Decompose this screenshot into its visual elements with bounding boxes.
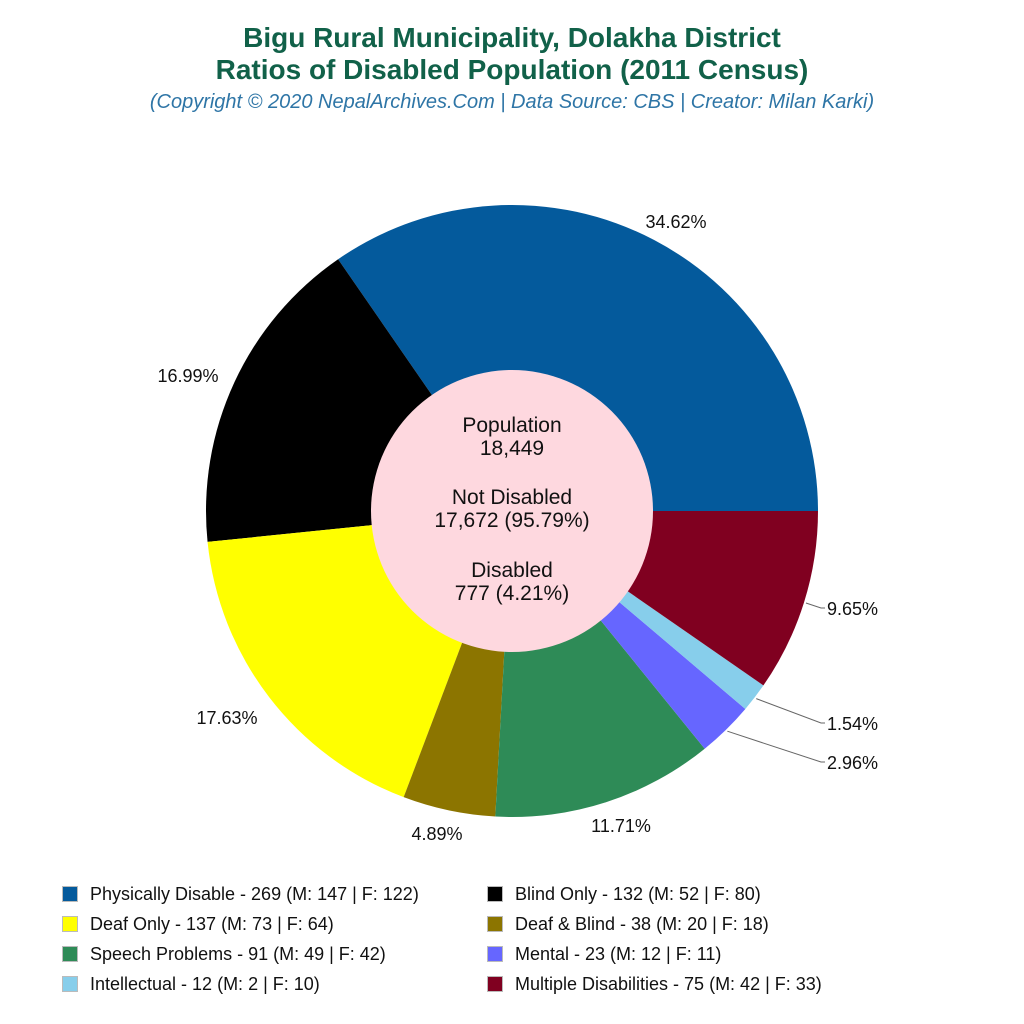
legend-label: Intellectual - 12 (M: 2 | F: 10) xyxy=(90,973,320,994)
population-label: Population xyxy=(462,414,562,437)
legend-item-intellectual: Intellectual - 12 (M: 2 | F: 10) xyxy=(62,972,320,996)
slice-percent-label: 1.54% xyxy=(827,714,878,734)
legend-label: Blind Only - 132 (M: 52 | F: 80) xyxy=(515,883,761,904)
legend-item-deaf-only: Deaf Only - 137 (M: 73 | F: 64) xyxy=(62,912,334,936)
legend-swatch xyxy=(62,916,78,932)
slice-percent-label: 2.96% xyxy=(827,753,878,773)
pie-slice-physically-disable xyxy=(338,205,819,511)
chart-title-line1: Bigu Rural Municipality, Dolakha Distric… xyxy=(243,22,781,53)
slice-percent-label: 4.89% xyxy=(411,824,462,844)
disabled-value: 777 (4.21%) xyxy=(454,582,570,605)
chart-title-line2: Ratios of Disabled Population (2011 Cens… xyxy=(215,54,809,85)
leader-line xyxy=(805,602,825,609)
legend-label: Deaf Only - 137 (M: 73 | F: 64) xyxy=(90,913,334,934)
legend-label: Deaf & Blind - 38 (M: 20 | F: 18) xyxy=(515,913,769,934)
legend-label: Mental - 23 (M: 12 | F: 11) xyxy=(515,943,722,964)
legend-item-physically-disable: Physically Disable - 269 (M: 147 | F: 12… xyxy=(62,882,419,906)
slice-percent-label: 17.63% xyxy=(196,708,257,728)
legend-item-blind-only: Blind Only - 132 (M: 52 | F: 80) xyxy=(487,882,761,906)
disabled-label: Disabled xyxy=(471,559,553,582)
legend-swatch xyxy=(487,946,503,962)
center-population: Population 18,449 xyxy=(362,414,662,460)
slice-percent-label: 16.99% xyxy=(157,366,218,386)
leader-line xyxy=(727,730,825,763)
slice-labels: 34.62% 16.99% 17.63% 4.89% 11.71% 2.96% 1.54% 9… xyxy=(157,212,878,844)
legend-label: Multiple Disabilities - 75 (M: 42 | F: 3… xyxy=(515,973,822,994)
legend-swatch xyxy=(487,976,503,992)
center-disabled: Disabled 777 (4.21%) xyxy=(362,559,662,605)
legend-swatch xyxy=(62,976,78,992)
legend-item-speech-problems: Speech Problems - 91 (M: 49 | F: 42) xyxy=(62,942,386,966)
center-not-disabled: Not Disabled 17,672 (95.79%) xyxy=(362,486,662,532)
legend-swatch xyxy=(62,886,78,902)
legend-swatch xyxy=(62,946,78,962)
not-disabled-label: Not Disabled xyxy=(451,486,573,509)
legend-item-deaf-and-blind: Deaf & Blind - 38 (M: 20 | F: 18) xyxy=(487,912,769,936)
slice-percent-label: 34.62% xyxy=(645,212,706,232)
legend-swatch xyxy=(487,886,503,902)
legend-swatch xyxy=(487,916,503,932)
population-value: 18,449 xyxy=(479,437,545,460)
legend-label: Speech Problems - 91 (M: 49 | F: 42) xyxy=(90,943,386,964)
chart-subtitle: (Copyright © 2020 NepalArchives.Com | Da… xyxy=(149,91,875,113)
slice-percent-label: 9.65% xyxy=(827,599,878,619)
slice-percent-label: 11.71% xyxy=(591,816,651,836)
legend-label: Physically Disable - 269 (M: 147 | F: 12… xyxy=(90,883,419,904)
not-disabled-value: 17,672 (95.79%) xyxy=(434,509,590,532)
legend-item-mental: Mental - 23 (M: 12 | F: 11) xyxy=(487,942,721,966)
center-summary-circle xyxy=(371,370,653,652)
leader-line xyxy=(756,698,825,724)
legend-item-multiple-disabilities: Multiple Disabilities - 75 (M: 42 | F: 3… xyxy=(487,972,822,996)
